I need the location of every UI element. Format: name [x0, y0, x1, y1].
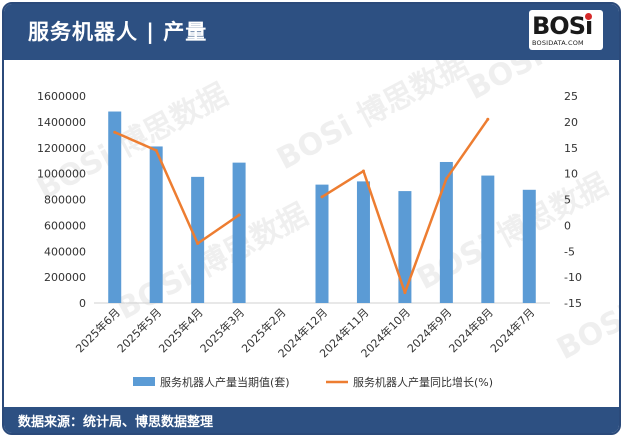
- bar: [522, 189, 536, 303]
- y-left-tick-label: 1600000: [37, 90, 86, 103]
- footer-bar: 数据来源：统计局、博思数据整理: [4, 407, 619, 433]
- page-title: 服务机器人 | 产量: [28, 20, 208, 44]
- line-series: [113, 117, 490, 295]
- y-right-tick-label: 10: [564, 168, 578, 181]
- bar: [232, 162, 246, 303]
- y-left-tick-label: 0: [79, 297, 86, 310]
- y-left-tick-label: 1000000: [37, 168, 86, 181]
- bar: [149, 146, 163, 303]
- watermark-text: BOSi 博思数据: [111, 197, 313, 327]
- y-right-tick-label: 0: [564, 219, 571, 232]
- bar: [481, 175, 495, 303]
- y-right-tick-label: 5: [564, 194, 571, 207]
- data-source: 数据来源：统计局、博思数据整理: [18, 415, 214, 430]
- bar: [356, 181, 370, 303]
- brand-logo: BOSi BOSIDATA.COM: [529, 10, 603, 50]
- line-segment: [114, 131, 240, 245]
- watermark-text: BOSi 博思数据: [461, 60, 619, 107]
- bar: [191, 176, 205, 303]
- left-axis: 0 200000 400000 600000 800000 1000000 1200000 1…: [37, 90, 550, 310]
- line-point: [196, 241, 200, 245]
- x-tick-label: 2024年7月: [487, 305, 537, 355]
- line-point: [361, 169, 365, 173]
- legend-bar-swatch: [133, 377, 155, 386]
- logo-subtext: BOSIDATA.COM: [532, 39, 584, 47]
- y-left-tick-label: 600000: [44, 219, 86, 232]
- y-left-tick-label: 400000: [44, 245, 86, 258]
- line-point: [486, 117, 490, 121]
- watermark-text: BOSi 博思数据: [551, 237, 619, 367]
- logo-text: BOSi: [532, 12, 593, 40]
- logo-dot-icon: [585, 13, 592, 20]
- line-point: [403, 291, 407, 295]
- legend-line-label: 服务机器人产量同比增长(%): [353, 375, 493, 389]
- line-point: [320, 195, 324, 199]
- y-right-tick-label: -5: [564, 245, 575, 258]
- y-right-tick-label: -10: [564, 271, 582, 284]
- bar: [315, 184, 329, 303]
- bar: [398, 191, 412, 303]
- y-right-tick-label: 15: [564, 142, 578, 155]
- y-left-tick-label: 1400000: [37, 116, 86, 129]
- line-point: [113, 130, 117, 134]
- y-right-tick-label: 25: [564, 90, 578, 103]
- legend-bar-label: 服务机器人产量当期值(套): [160, 375, 290, 389]
- y-left-tick-label: 200000: [44, 271, 86, 284]
- right-axis: -15 -10 -5 0 5 10 15 20 25: [564, 90, 582, 310]
- bar: [439, 161, 453, 303]
- line-point: [154, 148, 158, 152]
- y-left-tick-label: 1200000: [37, 142, 86, 155]
- line-point: [444, 177, 448, 181]
- legend: 服务机器人产量当期值(套) 服务机器人产量同比增长(%): [133, 375, 493, 389]
- y-right-tick-label: 20: [564, 116, 578, 129]
- watermark-text: BOSi 博思数据: [271, 60, 473, 177]
- y-right-tick-label: -15: [564, 297, 582, 310]
- y-left-tick-label: 800000: [44, 194, 86, 207]
- line-point: [237, 213, 241, 217]
- bar-series: [108, 111, 536, 304]
- bar: [108, 111, 122, 304]
- header-bar: 服务机器人 | 产量 BOSi BOSIDATA.COM: [4, 4, 619, 60]
